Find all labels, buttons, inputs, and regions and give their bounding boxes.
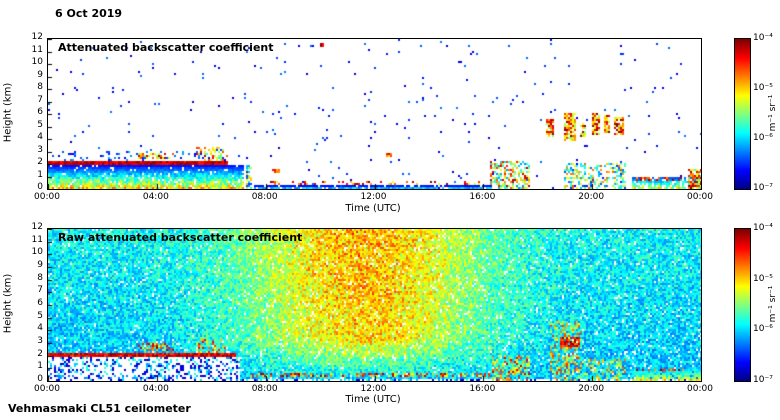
y-tick-label: 3 bbox=[37, 336, 43, 346]
x-tick-label: 00:00 bbox=[34, 384, 60, 394]
x-tick-label: 08:00 bbox=[251, 384, 278, 394]
colorbar-tick-label: 10⁻⁴ bbox=[753, 223, 773, 233]
colorbar-tick-label: 10⁻⁶ bbox=[753, 324, 773, 335]
y-tick-label: 6 bbox=[37, 298, 43, 308]
y-tick-label: 8 bbox=[37, 272, 43, 283]
y-tick-label: 4 bbox=[37, 323, 43, 334]
colorbar-top bbox=[734, 38, 751, 190]
x-axis-label-top: Time (UTC) bbox=[345, 203, 401, 214]
y-tick-label: 4 bbox=[37, 132, 43, 142]
y-tick-label: 0 bbox=[37, 182, 43, 192]
colorbar-tick-label: 10⁻⁵ bbox=[753, 273, 773, 284]
y-tick-label: 11 bbox=[31, 44, 43, 55]
y-tick-label: 0 bbox=[37, 374, 43, 384]
x-tick-label: 20:00 bbox=[578, 192, 605, 202]
x-tick-label: 04:00 bbox=[142, 384, 169, 394]
x-axis-label-bottom: Time (UTC) bbox=[345, 394, 401, 405]
y-tick-label: 11 bbox=[31, 234, 43, 245]
x-tick-label: 20:00 bbox=[578, 384, 605, 394]
colorbar-bottom bbox=[734, 228, 751, 382]
colorbar-tick-label: 10⁻⁷ bbox=[753, 375, 773, 385]
y-tick-label: 12 bbox=[31, 32, 43, 42]
x-tick-label: 00:00 bbox=[687, 192, 713, 202]
x-tick-label: 00:00 bbox=[34, 192, 60, 202]
x-tick-label: 00:00 bbox=[687, 384, 713, 394]
panel-raw-backscatter: Raw attenuated backscatter coefficient bbox=[47, 228, 702, 382]
y-tick-label: 5 bbox=[37, 119, 43, 130]
y-tick-label: 10 bbox=[31, 57, 43, 67]
y-tick-label: 10 bbox=[31, 247, 43, 258]
y-tick-label: 8 bbox=[37, 82, 43, 92]
y-tick-label: 3 bbox=[37, 144, 43, 155]
date-label: 6 Oct 2019 bbox=[55, 7, 123, 20]
colorbar-tick-label: 10⁻⁷ bbox=[753, 183, 773, 193]
y-tick-label: 1 bbox=[37, 169, 43, 180]
instrument-label: Vehmasmaki CL51 ceilometer bbox=[8, 402, 191, 415]
y-tick-label: 9 bbox=[37, 69, 43, 80]
y-tick-label: 5 bbox=[37, 310, 43, 321]
x-tick-label: 04:00 bbox=[142, 192, 169, 202]
y-tick-label: 2 bbox=[37, 157, 43, 167]
y-tick-label: 7 bbox=[37, 94, 43, 105]
panel-title-raw: Raw attenuated backscatter coefficient bbox=[58, 231, 303, 244]
y-axis-label-bottom: Height (km) bbox=[2, 273, 14, 334]
attenuated-backscatter-heatmap bbox=[48, 39, 701, 189]
y-tick-label: 12 bbox=[31, 222, 43, 232]
x-tick-label: 08:00 bbox=[251, 192, 278, 202]
panel-attenuated-backscatter: Attenuated backscatter coefficient bbox=[47, 38, 702, 190]
raw-backscatter-heatmap bbox=[48, 229, 701, 381]
x-tick-label: 16:00 bbox=[469, 384, 496, 394]
colorbar-tick-label: 10⁻⁵ bbox=[753, 83, 773, 93]
y-tick-label: 7 bbox=[37, 285, 43, 296]
x-tick-label: 16:00 bbox=[469, 192, 496, 202]
x-tick-label: 12:00 bbox=[360, 192, 387, 202]
y-tick-label: 1 bbox=[37, 361, 43, 372]
y-tick-label: 2 bbox=[37, 348, 43, 359]
y-tick-label: 9 bbox=[37, 260, 43, 270]
colorbar-tick-label: 10⁻⁶ bbox=[753, 133, 773, 143]
panel-title-attenuated: Attenuated backscatter coefficient bbox=[58, 41, 274, 54]
y-tick-label: 6 bbox=[37, 107, 43, 117]
colorbar-tick-label: 10⁻⁴ bbox=[753, 33, 773, 43]
y-axis-label-top: Height (km) bbox=[2, 82, 14, 143]
x-tick-label: 12:00 bbox=[360, 384, 387, 394]
